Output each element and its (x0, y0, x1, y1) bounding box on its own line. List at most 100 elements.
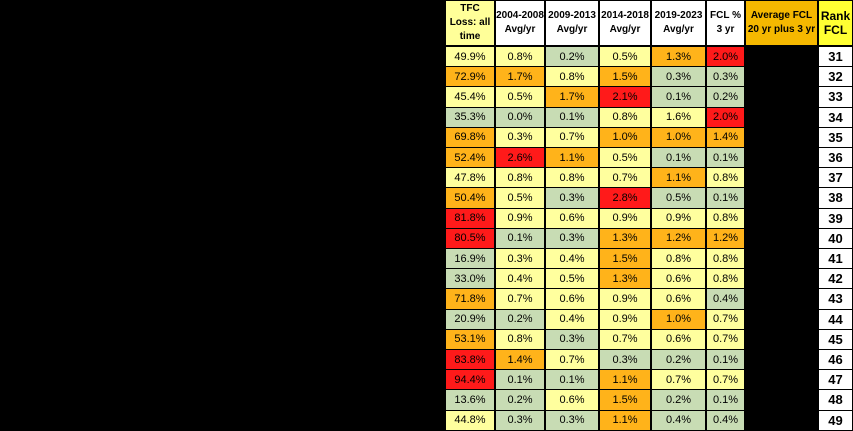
cell-fcl3: 0.1% (706, 389, 745, 411)
cell-avg-empty (745, 46, 818, 68)
header-tfc: TFC Loss: all time (445, 0, 495, 46)
cell-p3: 1.3% (599, 268, 651, 290)
cell-p1: 0.2% (495, 308, 545, 330)
cell-tfc: 72.9% (445, 66, 495, 88)
cell-p3: 0.5% (599, 147, 651, 169)
cell-rank: 48 (818, 389, 853, 411)
cell-fcl3: 0.8% (706, 207, 745, 229)
cell-rank: 49 (818, 409, 853, 431)
cell-fcl3: 0.7% (706, 328, 745, 350)
cell-p3: 1.3% (599, 227, 651, 249)
cell-p2: 0.7% (545, 349, 599, 371)
cell-avg-empty (745, 268, 818, 290)
cell-p1: 0.5% (495, 86, 545, 108)
cell-rank: 41 (818, 248, 853, 270)
cell-fcl3: 0.4% (706, 409, 745, 431)
header-avg: Average FCL 20 yr plus 3 yr (745, 0, 818, 46)
cell-p2: 0.4% (545, 308, 599, 330)
cell-fcl3: 2.0% (706, 46, 745, 68)
cell-tfc: 47.8% (445, 167, 495, 189)
cell-p1: 0.2% (495, 389, 545, 411)
cell-tfc: 81.8% (445, 207, 495, 229)
cell-p4: 0.1% (651, 86, 706, 108)
cell-rank: 34 (818, 106, 853, 128)
cell-p3: 0.8% (599, 106, 651, 128)
cell-p1: 2.6% (495, 147, 545, 169)
cell-p2: 0.6% (545, 389, 599, 411)
cell-p3: 0.9% (599, 308, 651, 330)
header-p1: 2004-2008 Avg/yr (495, 0, 545, 46)
cell-p3: 0.5% (599, 46, 651, 68)
cell-p3: 0.7% (599, 328, 651, 350)
cell-p2: 0.6% (545, 207, 599, 229)
header-fcl3: FCL % 3 yr (706, 0, 745, 46)
cell-avg-empty (745, 147, 818, 169)
cell-p3: 1.5% (599, 248, 651, 270)
cell-avg-empty (745, 126, 818, 148)
cell-rank: 37 (818, 167, 853, 189)
cell-tfc: 53.1% (445, 328, 495, 350)
cell-p3: 0.9% (599, 288, 651, 310)
cell-p1: 0.8% (495, 46, 545, 68)
cell-rank: 47 (818, 369, 853, 391)
cell-p1: 0.3% (495, 248, 545, 270)
cell-p4: 0.9% (651, 207, 706, 229)
cell-p1: 0.7% (495, 288, 545, 310)
cell-avg-empty (745, 248, 818, 270)
cell-fcl3: 0.8% (706, 167, 745, 189)
cell-p3: 2.8% (599, 187, 651, 209)
cell-p4: 0.4% (651, 409, 706, 431)
cell-avg-empty (745, 328, 818, 350)
cell-tfc: 71.8% (445, 288, 495, 310)
fcl-table: TFC Loss: all time 2004-2008 Avg/yr 2009-2… (445, 0, 853, 431)
cell-fcl3: 0.1% (706, 147, 745, 169)
cell-p3: 0.7% (599, 167, 651, 189)
cell-rank: 36 (818, 147, 853, 169)
cell-tfc: 83.8% (445, 349, 495, 371)
cell-p3: 0.3% (599, 349, 651, 371)
cell-p1: 0.3% (495, 409, 545, 431)
header-p3: 2014-2018 Avg/yr (599, 0, 651, 46)
cell-fcl3: 0.1% (706, 349, 745, 371)
cell-p4: 0.5% (651, 187, 706, 209)
cell-avg-empty (745, 66, 818, 88)
cell-avg-empty (745, 389, 818, 411)
cell-fcl3: 0.7% (706, 308, 745, 330)
cell-p1: 0.4% (495, 268, 545, 290)
cell-p3: 1.1% (599, 369, 651, 391)
cell-p3: 1.0% (599, 126, 651, 148)
cell-p4: 1.6% (651, 106, 706, 128)
cell-p4: 1.1% (651, 167, 706, 189)
cell-p2: 0.4% (545, 248, 599, 270)
cell-p2: 0.8% (545, 66, 599, 88)
cell-p1: 0.8% (495, 328, 545, 350)
cell-p4: 0.3% (651, 66, 706, 88)
cell-p3: 1.5% (599, 66, 651, 88)
cell-avg-empty (745, 369, 818, 391)
cell-p2: 0.1% (545, 369, 599, 391)
cell-avg-empty (745, 349, 818, 371)
cell-p4: 0.7% (651, 369, 706, 391)
cell-avg-empty (745, 308, 818, 330)
cell-avg-empty (745, 187, 818, 209)
cell-tfc: 16.9% (445, 248, 495, 270)
cell-avg-empty (745, 227, 818, 249)
cell-tfc: 44.8% (445, 409, 495, 431)
cell-fcl3: 0.7% (706, 369, 745, 391)
cell-tfc: 20.9% (445, 308, 495, 330)
cell-avg-empty (745, 409, 818, 431)
cell-fcl3: 1.4% (706, 126, 745, 148)
cell-p2: 0.6% (545, 288, 599, 310)
cell-p4: 0.8% (651, 248, 706, 270)
cell-p2: 0.8% (545, 167, 599, 189)
cell-rank: 31 (818, 46, 853, 68)
cell-p2: 0.2% (545, 46, 599, 68)
cell-fcl3: 0.8% (706, 268, 745, 290)
cell-p2: 0.7% (545, 126, 599, 148)
cell-rank: 40 (818, 227, 853, 249)
cell-rank: 38 (818, 187, 853, 209)
cell-tfc: 80.5% (445, 227, 495, 249)
cell-rank: 33 (818, 86, 853, 108)
cell-p2: 0.1% (545, 106, 599, 128)
cell-p2: 1.1% (545, 147, 599, 169)
